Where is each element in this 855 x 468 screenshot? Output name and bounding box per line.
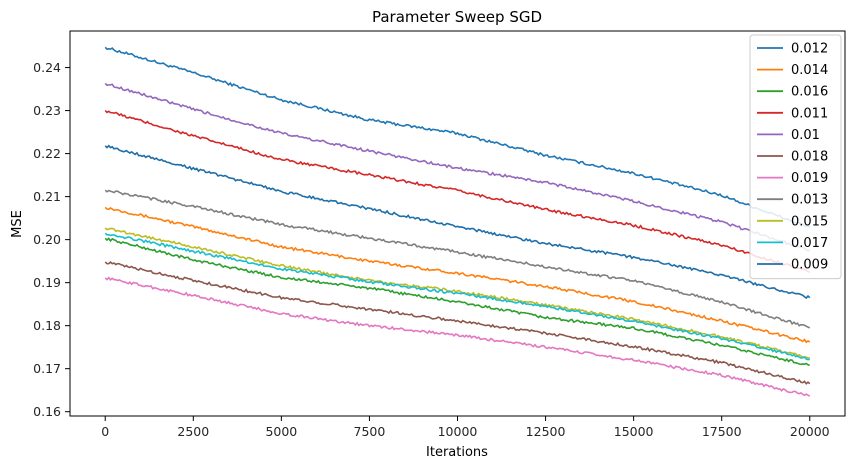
legend-label: 0.016: [791, 85, 828, 100]
y-tick-label: 0.21: [33, 189, 61, 204]
legend: 0.012 0.014 0.016 0.011 0.01 0.018 0.019 0.013 0…: [749, 34, 842, 280]
y-tick-label: 0.19: [33, 275, 61, 290]
legend-label: 0.011: [791, 106, 828, 121]
legend-box: [749, 34, 842, 280]
legend-label: 0.013: [791, 193, 828, 208]
series-lines: [104, 46, 811, 397]
y-tick-label: 0.16: [33, 404, 61, 419]
y-tick-label: 0.18: [33, 318, 61, 333]
series-line-0.015: [104, 227, 810, 359]
series-line-0.013: [104, 189, 811, 329]
y-tick-label: 0.22: [33, 146, 61, 161]
legend-label: 0.012: [791, 42, 828, 57]
x-tick-label: 15000: [614, 424, 654, 439]
series-line-0.014: [104, 206, 811, 344]
series-line-0.012: [104, 46, 811, 229]
y-axis: 0.16 0.17 0.18 0.19 0.20 0.21 0.22 0.23 0.24: [33, 60, 70, 419]
series-line-0.019: [104, 276, 811, 397]
y-tick-label: 0.24: [33, 60, 61, 75]
x-tick-label: 0: [101, 424, 109, 439]
x-tick-label: 7500: [354, 424, 386, 439]
chart-title: Parameter Sweep SGD: [372, 8, 542, 26]
legend-label: 0.017: [791, 236, 828, 251]
y-tick-label: 0.17: [33, 361, 61, 376]
x-tick-label: 20000: [790, 424, 830, 439]
legend-label: 0.019: [791, 171, 828, 186]
x-tick-label: 5000: [265, 424, 297, 439]
y-tick-label: 0.20: [33, 232, 61, 247]
legend-label: 0.01: [791, 128, 820, 143]
legend-label: 0.014: [791, 63, 828, 78]
x-tick-label: 17500: [702, 424, 742, 439]
x-tick-label: 2500: [177, 424, 209, 439]
series-line-0.01: [104, 82, 810, 252]
series-line-0.009: [104, 144, 811, 300]
x-axis-label: Iterations: [426, 445, 488, 460]
y-axis-label: MSE: [10, 210, 25, 238]
legend-label: 0.018: [791, 150, 828, 165]
series-line-0.017: [104, 232, 810, 361]
plot-frame: [69, 30, 846, 417]
series-line-0.016: [104, 237, 810, 367]
x-tick-label: 10000: [438, 424, 478, 439]
x-axis: 0 2500 5000 7500 10000 12500 15000 17500 20000: [101, 416, 830, 439]
legend-label: 0.015: [791, 214, 828, 229]
series-line-0.018: [104, 261, 811, 385]
series-line-0.011: [104, 110, 810, 273]
y-tick-label: 0.23: [33, 103, 61, 118]
x-tick-label: 12500: [526, 424, 566, 439]
legend-label: 0.009: [791, 258, 828, 273]
